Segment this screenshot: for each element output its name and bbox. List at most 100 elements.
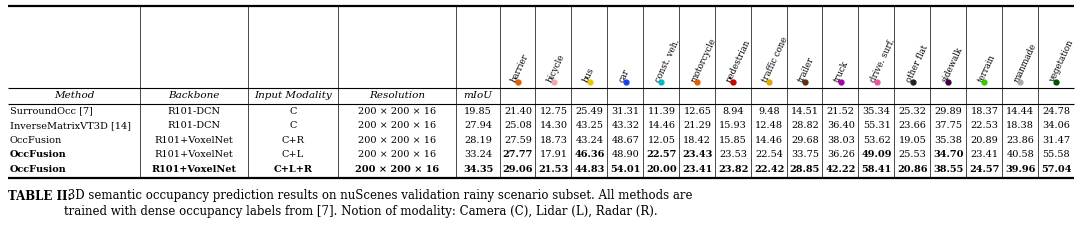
Text: vegetation: vegetation [1048, 39, 1076, 84]
Text: 24.78: 24.78 [1042, 107, 1070, 116]
Text: TABLE II:: TABLE II: [8, 189, 72, 203]
Text: other flat: other flat [904, 44, 930, 84]
Text: 18.38: 18.38 [1007, 121, 1035, 130]
Text: 34.35: 34.35 [463, 165, 494, 174]
Text: Resolution: Resolution [369, 91, 426, 100]
Text: 54.01: 54.01 [610, 165, 640, 174]
Text: 28.19: 28.19 [464, 136, 491, 145]
Text: drive. surf.: drive. surf. [868, 37, 896, 84]
Text: 18.42: 18.42 [684, 136, 712, 145]
Text: 31.31: 31.31 [611, 107, 639, 116]
Text: 42.22: 42.22 [825, 165, 856, 174]
Text: 48.90: 48.90 [611, 150, 639, 159]
Text: 44.83: 44.83 [575, 165, 605, 174]
Text: C+R: C+R [282, 136, 305, 145]
Text: 36.40: 36.40 [827, 121, 854, 130]
Text: 39.96: 39.96 [1005, 165, 1036, 174]
Text: 22.53: 22.53 [970, 121, 998, 130]
Text: 11.39: 11.39 [647, 107, 675, 116]
Text: 200 × 200 × 16: 200 × 200 × 16 [355, 165, 440, 174]
Text: 23.43: 23.43 [683, 150, 713, 159]
Text: mIoU: mIoU [463, 91, 492, 100]
Text: 23.41: 23.41 [970, 150, 998, 159]
Text: manmade: manmade [1012, 42, 1038, 84]
Text: 200 × 200 × 16: 200 × 200 × 16 [357, 150, 436, 159]
Text: 23.41: 23.41 [683, 165, 713, 174]
Text: 31.47: 31.47 [1042, 136, 1070, 145]
Text: 27.94: 27.94 [464, 121, 492, 130]
Text: terrain: terrain [976, 53, 997, 84]
Text: 25.49: 25.49 [576, 107, 604, 116]
Text: 17.91: 17.91 [540, 150, 568, 159]
Text: R101-DCN: R101-DCN [167, 107, 220, 116]
Text: 38.03: 38.03 [827, 136, 854, 145]
Text: 35.34: 35.34 [863, 107, 891, 116]
Text: 18.73: 18.73 [540, 136, 568, 145]
Text: 20.00: 20.00 [646, 165, 677, 174]
Text: 18.37: 18.37 [970, 107, 998, 116]
Text: 58.41: 58.41 [862, 165, 892, 174]
Text: 20.86: 20.86 [897, 165, 928, 174]
Text: 28.82: 28.82 [791, 121, 819, 130]
Text: 33.24: 33.24 [464, 150, 492, 159]
Text: 15.85: 15.85 [719, 136, 747, 145]
Text: 27.77: 27.77 [503, 150, 534, 159]
Text: R101+VoxelNet: R101+VoxelNet [154, 136, 233, 145]
Text: 57.04: 57.04 [1041, 165, 1071, 174]
Text: 9.48: 9.48 [758, 107, 780, 116]
Text: C: C [289, 107, 297, 116]
Text: 23.86: 23.86 [1007, 136, 1035, 145]
Text: SurroundOcc [7]: SurroundOcc [7] [10, 107, 93, 116]
Text: sidewalk: sidewalk [941, 46, 964, 84]
Text: 23.53: 23.53 [719, 150, 747, 159]
Text: 24.57: 24.57 [969, 165, 999, 174]
Text: 3D semantic occupancy prediction results on nuScenes validation rainy scenario s: 3D semantic occupancy prediction results… [64, 189, 692, 218]
Text: 40.58: 40.58 [1007, 150, 1034, 159]
Text: Input Modality: Input Modality [254, 91, 332, 100]
Text: 12.05: 12.05 [648, 136, 675, 145]
Text: trailer: trailer [797, 56, 816, 84]
Text: R101+VoxelNet: R101+VoxelNet [151, 165, 237, 174]
Text: Backbone: Backbone [168, 91, 219, 100]
Text: InverseMatrixVT3D [14]: InverseMatrixVT3D [14] [10, 121, 131, 130]
Text: 38.55: 38.55 [933, 165, 963, 174]
Text: 29.06: 29.06 [502, 165, 534, 174]
Text: 25.08: 25.08 [504, 121, 531, 130]
Text: 35.38: 35.38 [934, 136, 962, 145]
Text: barrier: barrier [510, 52, 531, 84]
Text: 49.09: 49.09 [862, 150, 892, 159]
Text: 27.59: 27.59 [504, 136, 531, 145]
Text: 21.53: 21.53 [539, 165, 569, 174]
Text: 53.62: 53.62 [863, 136, 891, 145]
Text: 23.82: 23.82 [718, 165, 748, 174]
Text: 15.93: 15.93 [719, 121, 747, 130]
Text: R101+VoxelNet: R101+VoxelNet [154, 150, 233, 159]
Text: 36.26: 36.26 [827, 150, 854, 159]
Text: 14.44: 14.44 [1007, 107, 1035, 116]
Text: truck: truck [833, 59, 850, 84]
Text: 200 × 200 × 16: 200 × 200 × 16 [357, 121, 436, 130]
Text: OccFusion: OccFusion [10, 136, 63, 145]
Text: motorcycle: motorcycle [689, 36, 717, 84]
Text: 12.75: 12.75 [540, 107, 568, 116]
Text: 22.54: 22.54 [755, 150, 783, 159]
Text: 34.70: 34.70 [933, 150, 963, 159]
Text: OccFusion: OccFusion [10, 165, 67, 174]
Text: Method: Method [54, 91, 94, 100]
Text: 22.57: 22.57 [646, 150, 677, 159]
Text: 23.66: 23.66 [899, 121, 927, 130]
Text: 19.85: 19.85 [464, 107, 491, 116]
Text: car: car [618, 68, 632, 84]
Text: pedestrian: pedestrian [725, 38, 753, 84]
Text: 55.31: 55.31 [863, 121, 891, 130]
Text: 34.06: 34.06 [1042, 121, 1070, 130]
Text: 21.29: 21.29 [684, 121, 712, 130]
Text: C: C [289, 121, 297, 130]
Text: 55.58: 55.58 [1042, 150, 1070, 159]
Text: 37.75: 37.75 [934, 121, 962, 130]
Text: const. veh.: const. veh. [653, 38, 681, 84]
Text: 33.75: 33.75 [791, 150, 819, 159]
Text: 28.85: 28.85 [789, 165, 820, 174]
Text: 12.65: 12.65 [684, 107, 712, 116]
Text: 43.24: 43.24 [576, 136, 604, 145]
